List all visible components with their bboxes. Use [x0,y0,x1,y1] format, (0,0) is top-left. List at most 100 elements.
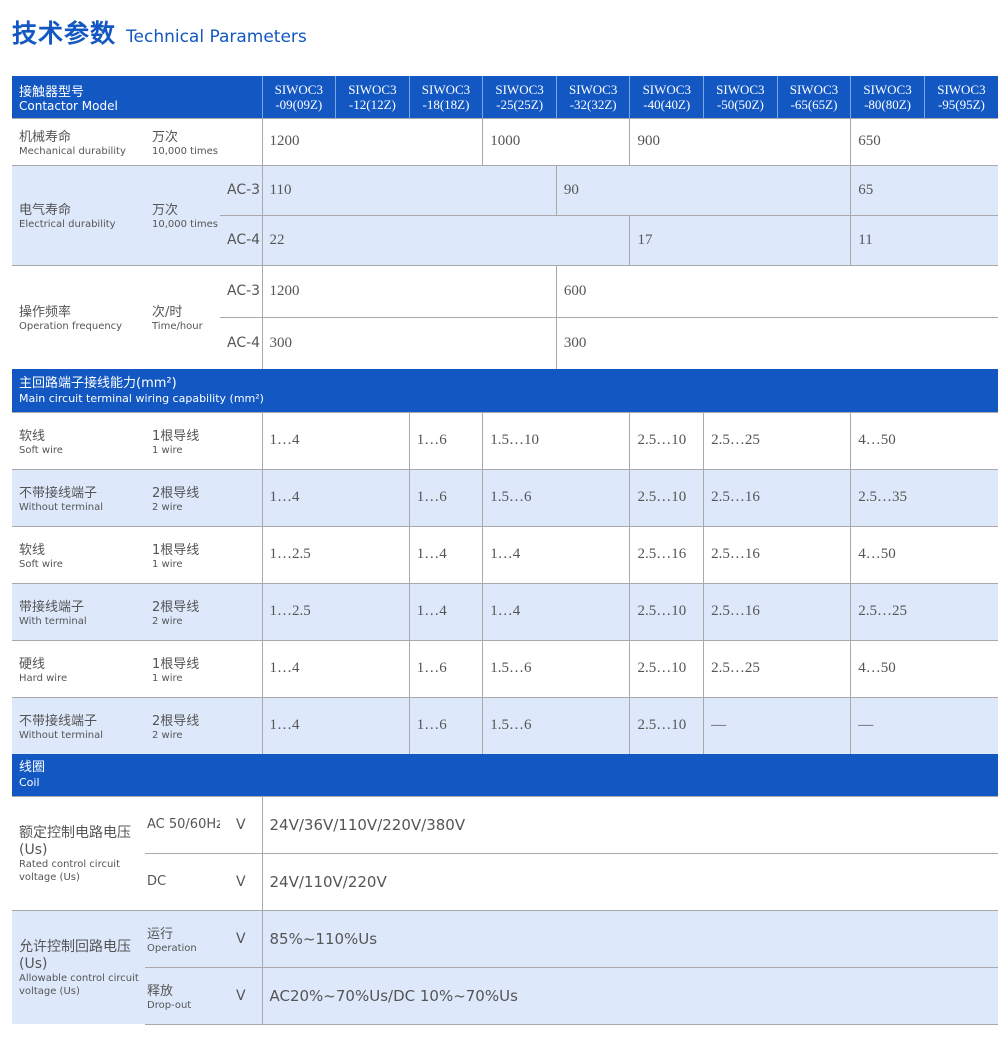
value-cell: 650 [850,117,998,165]
value-cell: 65 [850,164,998,215]
sub-label: AC-3 [220,264,262,317]
coil-sub-label-en: Drop-out [147,999,192,1011]
wire-type-label-zh: 带接线端子 [19,599,85,615]
wiring-row: 软线 Soft wire 1根导线 1 wire 1…4 1…6 1.5…10 2.5…10 2… [12,411,998,469]
unit-label: V [220,852,262,910]
mechanical-durability-row: 机械寿命 Mechanical durability 万次 10,000 times 1… [12,117,998,165]
value-cell: 2.5…25 [703,639,851,697]
coil-sub-label-zh: 释放 [147,983,174,999]
coil-sub-label-zh: 运行 [147,926,174,942]
coil-row: DC V 24V/110V/220V [12,852,998,910]
electrical-label-en: Electrical durability [19,219,116,230]
wire-count-label-en: 2 wire [152,501,183,513]
value-cell: 1…2.5 [261,525,410,583]
wire-count-label: 2根导线 2 wire [145,468,262,526]
header-row: 接触器型号 Contactor Model SIWOC3 -09(09Z) SIWOC… [12,76,998,118]
mechanical-unit-en: 10,000 times [152,145,218,157]
mechanical-label-en: Mechanical durability [19,145,126,157]
value-cell: 24V/110V/220V [261,852,998,910]
value-cell: 11 [850,214,998,265]
value-cell: 1…6 [408,696,483,754]
wire-count-label-en: 1 wire [152,444,183,456]
page-title: 技术参数 Technical Parameters [12,19,307,48]
contactor-model-label-zh: 接触器型号 [19,84,85,100]
value-cell: 1.5…6 [482,639,630,697]
wire-type-label: 不带接线端子 Without terminal [12,696,145,754]
coil-param-label-zh: 允许控制回路电压(Us) [19,939,131,973]
coil-sub-label: 释放 Drop-out [145,966,220,1025]
value-cell: 1000 [482,117,630,165]
unit-label: V [220,795,262,853]
wire-type-label-zh: 软线 [19,428,46,444]
model-header: SIWOC3 -50(50Z) [703,76,778,118]
coil-param-label: 额定控制电路电压(Us) Rated control circuit voltag… [12,795,145,910]
value-cell: 2.5…10 [629,639,704,697]
coil-section-header: 线圈 Coil [12,754,998,796]
wiring-section-title-zh: 主回路端子接线能力(mm²) [19,375,177,391]
electrical-label: 电气寿命 Electrical durability [12,164,145,265]
wire-count-label-zh: 1根导线 [152,428,200,444]
coil-section-title-en: Coil [19,776,40,790]
wire-count-label: 2根导线 2 wire [145,696,262,754]
wire-type-label-zh: 软线 [19,542,46,558]
coil-sub-label-zh: AC 50/60Hz [147,817,220,832]
value-cell: 1.5…10 [482,411,630,469]
value-cell: 2.5…16 [703,525,851,583]
model-header: SIWOC3 -32(32Z) [555,76,630,118]
unit-label: V [220,909,262,967]
value-cell: 1…6 [408,411,483,469]
frequency-label-zh: 操作频率 [19,305,72,321]
model-header: SIWOC3 -12(12Z) [335,76,410,118]
value-cell: 1200 [261,264,557,317]
frequency-unit-en: Time/hour [152,321,203,333]
unit-label: V [220,966,262,1025]
value-cell: 300 [261,316,557,369]
frequency-label: 操作频率 Operation frequency [12,264,145,369]
wire-count-label-zh: 2根导线 [152,485,200,501]
wire-type-label-zh: 不带接线端子 [19,713,98,729]
value-cell: 2.5…16 [703,468,851,526]
frequency-unit: 次/时 Time/hour [145,264,220,369]
value-cell: AC20%~70%Us/DC 10%~70%Us [261,966,998,1025]
wire-type-label-en: Soft wire [19,558,63,570]
coil-sub-label-zh: DC [147,874,167,889]
model-header: SIWOC3 -40(40Z) [629,76,704,118]
mechanical-unit-zh: 万次 [152,129,179,145]
operation-frequency-row: AC-4 300 300 [12,316,998,369]
wire-type-label-en: Hard wire [19,672,68,684]
coil-sub-label-en: Operation [147,942,197,954]
wire-type-label: 软线 Soft wire [12,411,145,469]
value-cell: 1200 [261,117,483,165]
value-cell: 1…4 [482,525,630,583]
wire-type-label-zh: 不带接线端子 [19,485,98,501]
value-cell: 4…50 [850,639,998,697]
value-cell: 300 [555,316,998,369]
wire-count-label-zh: 2根导线 [152,599,200,615]
model-header: SIWOC3 -18(18Z) [408,76,483,118]
wire-type-label-en: Without terminal [19,729,104,741]
wire-type-label: 不带接线端子 Without terminal [12,468,145,526]
wiring-row: 不带接线端子 Without terminal 2根导线 2 wire 1…4 1…6 1.… [12,468,998,526]
electrical-durability-row: 电气寿命 Electrical durability 万次 10,000 times A… [12,164,998,265]
value-cell: 1.5…6 [482,696,630,754]
coil-param-label-en: Allowable control circuit voltage (Us) [19,973,139,998]
value-cell: 2.5…25 [703,411,851,469]
value-cell: 2.5…10 [629,582,704,640]
wire-count-label-en: 1 wire [152,672,183,684]
value-cell: — [850,696,998,754]
electrical-label-zh: 电气寿命 [19,203,72,218]
coil-section-title: 线圈 Coil [12,754,998,796]
value-cell: 2.5…16 [629,525,704,583]
contactor-model-label: 接触器型号 Contactor Model [12,76,262,118]
value-cell: 2.5…10 [629,411,704,469]
mechanical-label-zh: 机械寿命 [19,129,72,145]
wiring-row: 硬线 Hard wire 1根导线 1 wire 1…4 1…6 1.5…6 2.5…10 2.… [12,639,998,697]
wire-type-label-zh: 硬线 [19,656,46,672]
wire-type-label: 硬线 Hard wire [12,639,145,697]
value-cell: 22 [261,214,630,265]
value-cell: 17 [629,214,851,265]
model-header: SIWOC3 -65(65Z) [776,76,851,118]
wire-count-label-en: 2 wire [152,615,183,627]
value-cell: — [703,696,851,754]
value-cell: 24V/36V/110V/220V/380V [261,795,998,853]
